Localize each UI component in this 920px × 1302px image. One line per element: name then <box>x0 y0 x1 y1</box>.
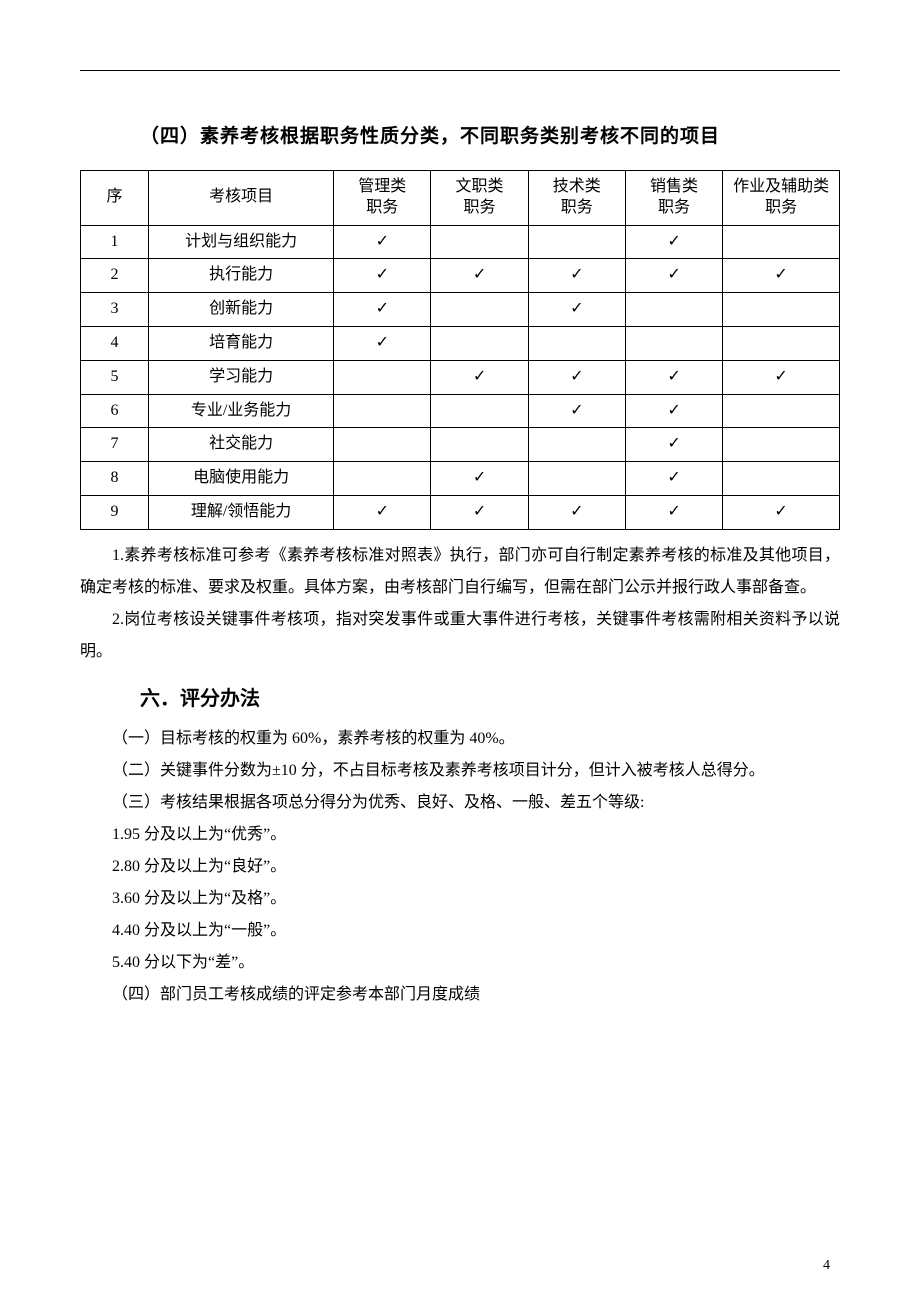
scoring-item: 1.95 分及以上为“优秀”。 <box>80 819 840 851</box>
scoring-item: 2.80 分及以上为“良好”。 <box>80 851 840 883</box>
section-heading: （四）素养考核根据职务性质分类，不同职务类别考核不同的项目 <box>80 121 840 148</box>
seq-cell: 9 <box>81 495 149 529</box>
mark-cell: ✓ <box>625 495 722 529</box>
scoring-item: （三）考核结果根据各项总分得分为优秀、良好、及格、一般、差五个等级: <box>80 787 840 819</box>
document-page: （四）素养考核根据职务性质分类，不同职务类别考核不同的项目 序考核项目管理类职务… <box>0 0 920 1302</box>
top-horizontal-rule <box>80 70 840 71</box>
item-cell: 执行能力 <box>148 259 333 293</box>
seq-cell: 7 <box>81 428 149 462</box>
table-header-cell: 序 <box>81 171 149 226</box>
table-row: 1计划与组织能力✓✓ <box>81 225 840 259</box>
mark-cell: ✓ <box>334 293 431 327</box>
mark-cell <box>334 428 431 462</box>
item-cell: 计划与组织能力 <box>148 225 333 259</box>
item-cell: 电脑使用能力 <box>148 462 333 496</box>
item-cell: 培育能力 <box>148 326 333 360</box>
mark-cell: ✓ <box>528 495 625 529</box>
mark-cell: ✓ <box>723 360 840 394</box>
mark-cell: ✓ <box>334 259 431 293</box>
item-cell: 学习能力 <box>148 360 333 394</box>
item-cell: 理解/领悟能力 <box>148 495 333 529</box>
table-row: 7社交能力 ✓ <box>81 428 840 462</box>
mark-cell: ✓ <box>334 326 431 360</box>
mark-cell <box>528 326 625 360</box>
table-header-cell: 管理类职务 <box>334 171 431 226</box>
scoring-item: （二）关键事件分数为±10 分，不占目标考核及素养考核项目计分，但计入被考核人总… <box>80 755 840 787</box>
table-header-cell: 技术类职务 <box>528 171 625 226</box>
mark-cell <box>723 394 840 428</box>
table-header-cell: 文职类职务 <box>431 171 528 226</box>
table-row: 9理解/领悟能力✓✓✓✓✓ <box>81 495 840 529</box>
mark-cell: ✓ <box>431 259 528 293</box>
mark-cell <box>528 428 625 462</box>
mark-cell: ✓ <box>528 394 625 428</box>
mark-cell: ✓ <box>625 225 722 259</box>
mark-cell <box>334 394 431 428</box>
item-cell: 创新能力 <box>148 293 333 327</box>
mark-cell: ✓ <box>625 259 722 293</box>
mark-cell <box>431 293 528 327</box>
mark-cell: ✓ <box>334 225 431 259</box>
scoring-list: （一）目标考核的权重为 60%，素养考核的权重为 40%。（二）关键事件分数为±… <box>80 723 840 1011</box>
seq-cell: 3 <box>81 293 149 327</box>
assessment-table: 序考核项目管理类职务文职类职务技术类职务销售类职务作业及辅助类职务 1计划与组织… <box>80 170 840 530</box>
page-number: 4 <box>823 1258 830 1274</box>
table-body: 1计划与组织能力✓✓2执行能力✓✓✓✓✓3创新能力✓✓4培育能力✓5学习能力✓✓… <box>81 225 840 529</box>
scoring-heading: 六．评分办法 <box>80 682 840 711</box>
mark-cell <box>723 293 840 327</box>
seq-cell: 6 <box>81 394 149 428</box>
note-2: 2.岗位考核设关键事件考核项，指对突发事件或重大事件进行考核，关键事件考核需附相… <box>80 604 840 668</box>
mark-cell <box>431 394 528 428</box>
item-cell: 专业/业务能力 <box>148 394 333 428</box>
mark-cell: ✓ <box>723 259 840 293</box>
mark-cell <box>625 293 722 327</box>
scoring-item: 5.40 分以下为“差”。 <box>80 947 840 979</box>
scoring-item: 4.40 分及以上为“一般”。 <box>80 915 840 947</box>
table-row: 6专业/业务能力 ✓✓ <box>81 394 840 428</box>
mark-cell: ✓ <box>528 259 625 293</box>
scoring-item: （一）目标考核的权重为 60%，素养考核的权重为 40%。 <box>80 723 840 755</box>
mark-cell <box>431 428 528 462</box>
mark-cell <box>431 326 528 360</box>
mark-cell <box>334 462 431 496</box>
mark-cell <box>723 462 840 496</box>
mark-cell: ✓ <box>625 428 722 462</box>
mark-cell <box>528 225 625 259</box>
table-row: 5学习能力✓✓✓✓ <box>81 360 840 394</box>
mark-cell <box>528 462 625 496</box>
table-header-cell: 销售类职务 <box>625 171 722 226</box>
mark-cell: ✓ <box>431 495 528 529</box>
mark-cell <box>625 326 722 360</box>
table-header-cell: 作业及辅助类职务 <box>723 171 840 226</box>
mark-cell: ✓ <box>431 462 528 496</box>
note-1: 1.素养考核标准可参考《素养考核标准对照表》执行，部门亦可自行制定素养考核的标准… <box>80 540 840 604</box>
mark-cell <box>723 326 840 360</box>
table-row: 3创新能力✓✓ <box>81 293 840 327</box>
seq-cell: 1 <box>81 225 149 259</box>
scoring-item: 3.60 分及以上为“及格”。 <box>80 883 840 915</box>
table-row: 2执行能力✓✓✓✓✓ <box>81 259 840 293</box>
seq-cell: 5 <box>81 360 149 394</box>
mark-cell <box>431 225 528 259</box>
mark-cell: ✓ <box>625 360 722 394</box>
seq-cell: 8 <box>81 462 149 496</box>
mark-cell: ✓ <box>431 360 528 394</box>
scoring-item: （四）部门员工考核成绩的评定参考本部门月度成绩 <box>80 979 840 1011</box>
mark-cell <box>723 428 840 462</box>
mark-cell: ✓ <box>625 462 722 496</box>
table-header: 序考核项目管理类职务文职类职务技术类职务销售类职务作业及辅助类职务 <box>81 171 840 226</box>
seq-cell: 4 <box>81 326 149 360</box>
mark-cell <box>723 225 840 259</box>
mark-cell <box>334 360 431 394</box>
table-row: 4培育能力✓ <box>81 326 840 360</box>
mark-cell: ✓ <box>723 495 840 529</box>
table-row: 8电脑使用能力 ✓ ✓ <box>81 462 840 496</box>
table-header-cell: 考核项目 <box>148 171 333 226</box>
mark-cell: ✓ <box>625 394 722 428</box>
mark-cell: ✓ <box>528 360 625 394</box>
seq-cell: 2 <box>81 259 149 293</box>
mark-cell: ✓ <box>528 293 625 327</box>
item-cell: 社交能力 <box>148 428 333 462</box>
mark-cell: ✓ <box>334 495 431 529</box>
